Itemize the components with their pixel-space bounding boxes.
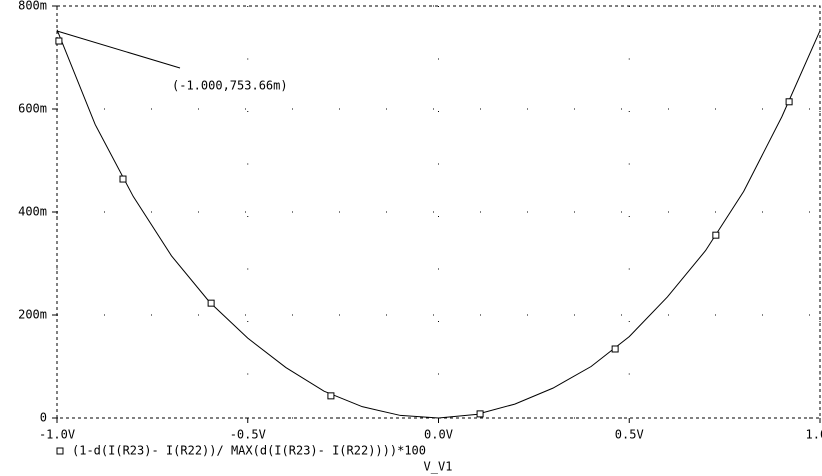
marker [785, 98, 793, 106]
marker [327, 392, 335, 400]
marker [207, 299, 215, 307]
curve [56, 29, 821, 419]
annotation-pointer [56, 30, 181, 69]
y-tick-label: 0 [40, 411, 47, 425]
marker [611, 345, 619, 353]
marker [476, 410, 484, 418]
x-tick-label: 0.5V [615, 428, 644, 442]
legend-label: (1-d(I(R23)- I(R22))/ MAX(d(I(R23)- I(R2… [72, 444, 426, 458]
y-tick-label: 200m [18, 308, 47, 322]
annotation: (-1.000,753.66m) [172, 79, 288, 93]
marker [712, 231, 720, 239]
plot-frame [56, 5, 821, 419]
legend-marker [56, 447, 64, 455]
x-axis-label: V_V1 [424, 460, 453, 474]
y-tick-label: 400m [18, 205, 47, 219]
x-tick-label: 0.0V [424, 428, 453, 442]
marker [55, 37, 63, 45]
y-tick-label: 600m [18, 102, 47, 116]
marker [119, 175, 127, 183]
x-tick-label: -1.0V [39, 428, 75, 442]
y-tick-label: 800m [18, 0, 47, 13]
x-tick-label: -0.5V [230, 428, 266, 442]
x-tick-label: 1.0V [806, 428, 822, 442]
